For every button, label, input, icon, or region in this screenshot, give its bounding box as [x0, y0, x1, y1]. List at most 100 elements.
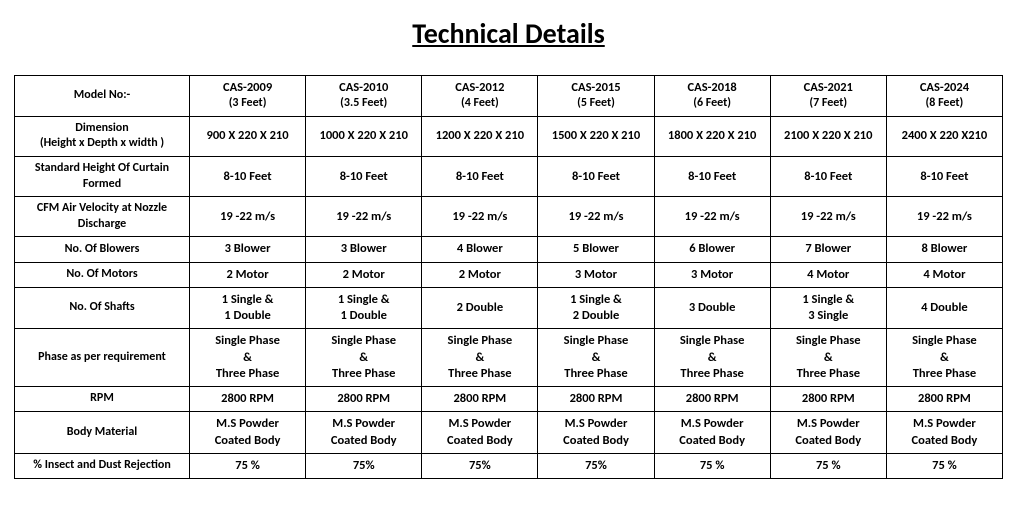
cell: 75 %	[770, 453, 886, 478]
row-label: % Insect and Dust Rejection	[15, 453, 190, 478]
model-size: (6 Feet)	[657, 96, 768, 112]
cell: 1 Single &2 Double	[538, 287, 654, 329]
model-code: CAS-2012	[424, 80, 535, 96]
column-header-model: CAS-2009(3 Feet)	[190, 76, 306, 117]
cell: 2100 X 220 X 210	[770, 116, 886, 156]
cell: 2400 X 220 X210	[886, 116, 1002, 156]
page-title: Technical Details	[14, 16, 1003, 51]
model-code: CAS-2015	[540, 80, 651, 96]
model-size: (4 Feet)	[424, 96, 535, 112]
table-row: Phase as per requirementSingle Phase&Thr…	[15, 329, 1003, 387]
cell: 4 Motor	[886, 262, 1002, 287]
row-label: Dimension(Height x Depth x width )	[15, 116, 190, 156]
cell: 19 -22 m/s	[654, 197, 770, 237]
table-row: Body MaterialM.S PowderCoated BodyM.S Po…	[15, 412, 1003, 454]
table-row: % Insect and Dust Rejection75 %75%75%75%…	[15, 453, 1003, 478]
cell: 19 -22 m/s	[886, 197, 1002, 237]
row-label: No. Of Blowers	[15, 237, 190, 262]
column-header-model: CAS-2012(4 Feet)	[422, 76, 538, 117]
cell: 4 Motor	[770, 262, 886, 287]
table-row: CFM Air Velocity at Nozzle Discharge19 -…	[15, 197, 1003, 237]
header-model-no: Model No:-	[15, 76, 190, 117]
cell: 1 Single &3 Single	[770, 287, 886, 329]
cell: 8-10 Feet	[306, 157, 422, 197]
model-size: (3 Feet)	[192, 96, 303, 112]
cell: Single Phase&Three Phase	[654, 329, 770, 387]
cell: 2 Double	[422, 287, 538, 329]
row-label: Phase as per requirement	[15, 329, 190, 387]
cell: 3 Motor	[654, 262, 770, 287]
cell: 19 -22 m/s	[306, 197, 422, 237]
cell: 1800 X 220 X 210	[654, 116, 770, 156]
cell: Single Phase&Three Phase	[306, 329, 422, 387]
model-code: CAS-2010	[308, 80, 419, 96]
row-label: Standard Height Of Curtain Formed	[15, 157, 190, 197]
row-label: No. Of Motors	[15, 262, 190, 287]
table-row: No. Of Shafts1 Single &1 Double 1 Single …	[15, 287, 1003, 329]
cell: 1 Single &1 Double	[190, 287, 306, 329]
table-row: No. Of Motors2 Motor2 Motor2 Motor3 Moto…	[15, 262, 1003, 287]
table-header: Model No:- CAS-2009(3 Feet)CAS-2010(3.5 …	[15, 76, 1003, 117]
cell: Single Phase&Three Phase	[770, 329, 886, 387]
column-header-model: CAS-2021(7 Feet)	[770, 76, 886, 117]
cell: 8-10 Feet	[190, 157, 306, 197]
cell: 8-10 Feet	[886, 157, 1002, 197]
cell: Single Phase&Three Phase	[190, 329, 306, 387]
cell: 6 Blower	[654, 237, 770, 262]
cell: M.S PowderCoated Body	[306, 412, 422, 454]
cell: 3 Blower	[306, 237, 422, 262]
cell: 8-10 Feet	[770, 157, 886, 197]
cell: 75 %	[654, 453, 770, 478]
cell: Single Phase&Three Phase	[886, 329, 1002, 387]
cell: 75 %	[886, 453, 1002, 478]
model-size: (8 Feet)	[889, 96, 1000, 112]
cell: 5 Blower	[538, 237, 654, 262]
cell: M.S PowderCoated Body	[538, 412, 654, 454]
model-size: (3.5 Feet)	[308, 96, 419, 112]
table-body: Dimension(Height x Depth x width )900 X …	[15, 116, 1003, 478]
cell: M.S PowderCoated Body	[654, 412, 770, 454]
cell: 8-10 Feet	[422, 157, 538, 197]
cell: Single Phase&Three Phase	[538, 329, 654, 387]
row-label: No. Of Shafts	[15, 287, 190, 329]
model-code: CAS-2021	[773, 80, 884, 96]
cell: Single Phase&Three Phase	[422, 329, 538, 387]
cell: 19 -22 m/s	[538, 197, 654, 237]
cell: 1500 X 220 X 210	[538, 116, 654, 156]
cell: 2 Motor	[422, 262, 538, 287]
cell: 75%	[538, 453, 654, 478]
table-row: Dimension(Height x Depth x width )900 X …	[15, 116, 1003, 156]
cell: 2800 RPM	[654, 387, 770, 412]
cell: 8-10 Feet	[654, 157, 770, 197]
cell: 1000 X 220 X 210	[306, 116, 422, 156]
model-size: (5 Feet)	[540, 96, 651, 112]
cell: M.S PowderCoated Body	[770, 412, 886, 454]
cell: 900 X 220 X 210	[190, 116, 306, 156]
cell: 3 Motor	[538, 262, 654, 287]
column-header-model: CAS-2024(8 Feet)	[886, 76, 1002, 117]
cell: 4 Double	[886, 287, 1002, 329]
cell: 2800 RPM	[770, 387, 886, 412]
cell: 3 Blower	[190, 237, 306, 262]
cell: M.S PowderCoated Body	[422, 412, 538, 454]
cell: 19 -22 m/s	[770, 197, 886, 237]
row-label: Body Material	[15, 412, 190, 454]
cell: 2800 RPM	[306, 387, 422, 412]
row-label: RPM	[15, 387, 190, 412]
table-row: No. Of Blowers3 Blower3 Blower4 Blower5 …	[15, 237, 1003, 262]
cell: 2800 RPM	[538, 387, 654, 412]
cell: 7 Blower	[770, 237, 886, 262]
cell: 8 Blower	[886, 237, 1002, 262]
cell: 2 Motor	[190, 262, 306, 287]
table-row: RPM2800 RPM2800 RPM2800 RPM2800 RPM2800 …	[15, 387, 1003, 412]
cell: 2 Motor	[306, 262, 422, 287]
model-code: CAS-2024	[889, 80, 1000, 96]
cell: 1200 X 220 X 210	[422, 116, 538, 156]
model-code: CAS-2009	[192, 80, 303, 96]
model-code: CAS-2018	[657, 80, 768, 96]
cell: 19 -22 m/s	[190, 197, 306, 237]
column-header-model: CAS-2010(3.5 Feet)	[306, 76, 422, 117]
table-header-row: Model No:- CAS-2009(3 Feet)CAS-2010(3.5 …	[15, 76, 1003, 117]
cell: 75%	[306, 453, 422, 478]
cell: 75%	[422, 453, 538, 478]
